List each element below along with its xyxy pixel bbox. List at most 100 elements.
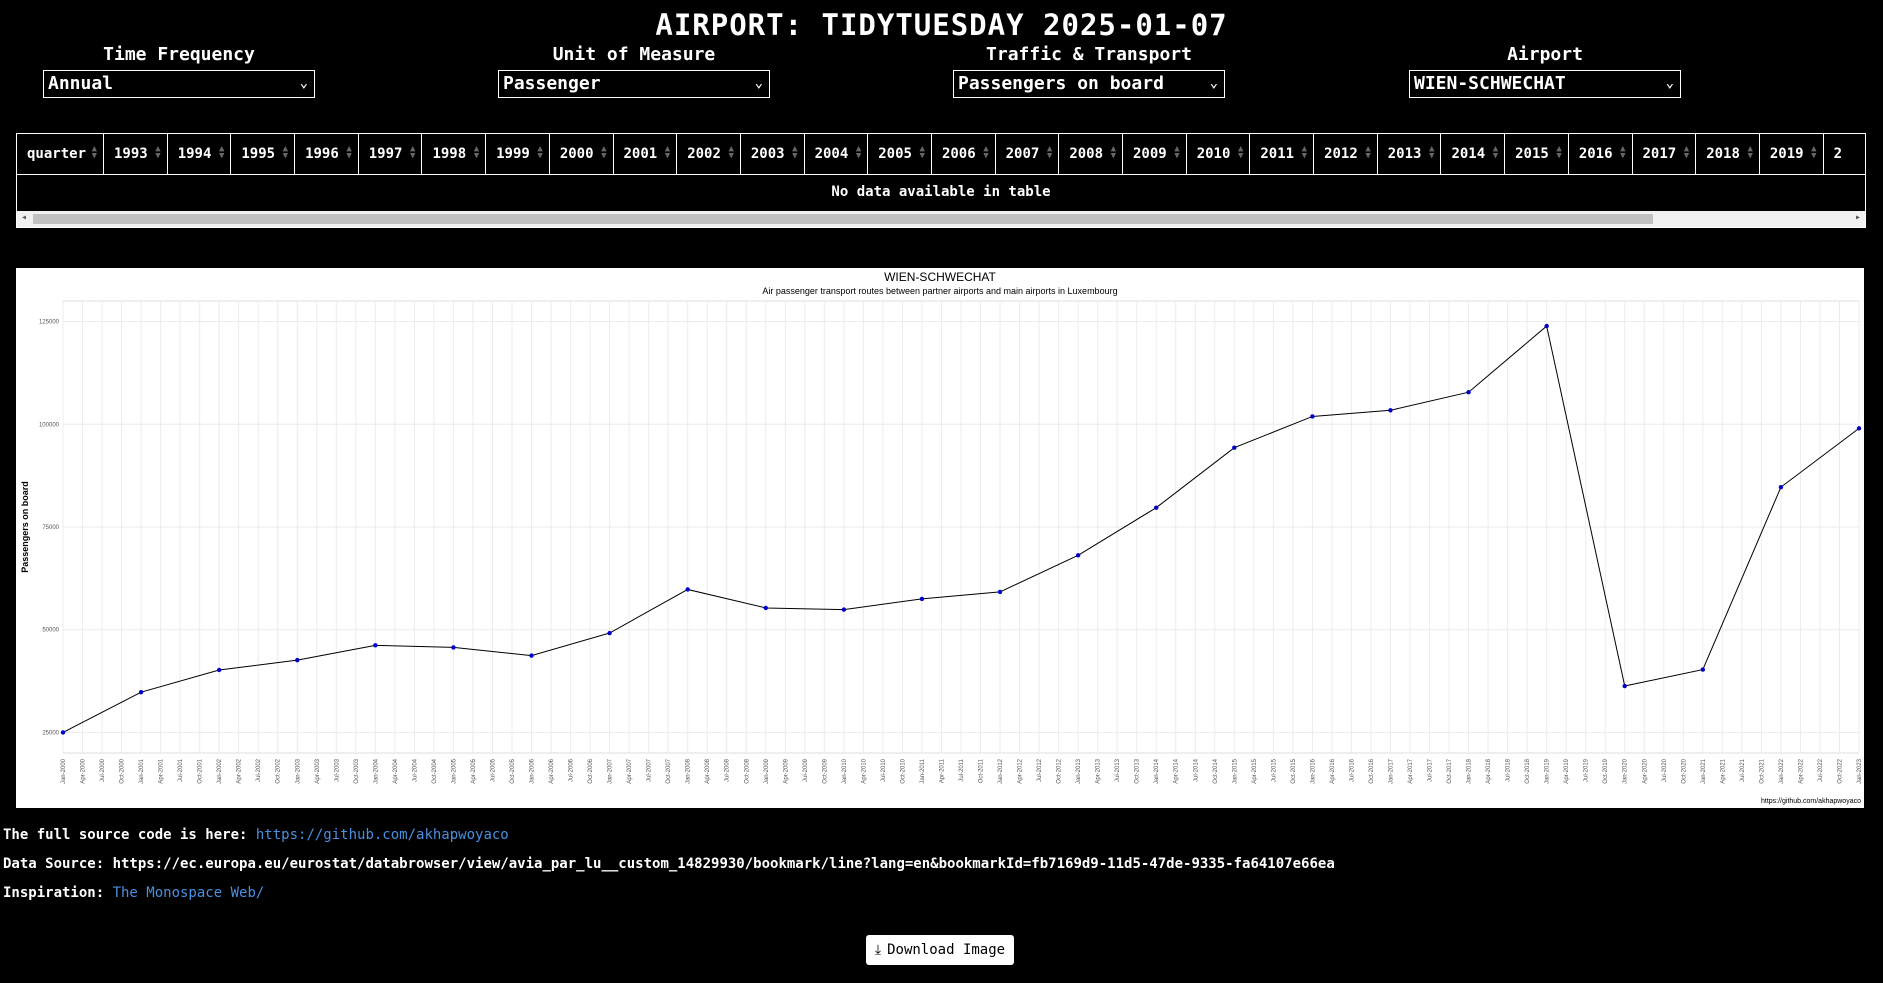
chevron-down-icon: ⌄ xyxy=(1209,75,1218,91)
sort-icon[interactable]: ▲ ▼ xyxy=(983,144,989,161)
x-tick-label: Jul-2018 xyxy=(1506,758,1512,782)
x-tick-label: Apr-2008 xyxy=(705,758,711,783)
sort-icon[interactable]: ▲ ▼ xyxy=(1301,144,1308,161)
scroll-right-arrow-icon[interactable]: ▸ xyxy=(1854,212,1861,223)
download-icon: ⤓ xyxy=(874,942,882,958)
sort-icon[interactable]: ▲ ▼ xyxy=(155,144,161,161)
x-tick-label: Jan-2016 xyxy=(1310,758,1316,784)
sort-icon[interactable]: ▲ ▼ xyxy=(1110,144,1116,161)
source-code-link[interactable]: https://github.com/akhapwoyaco xyxy=(255,827,509,843)
filter-select[interactable]: Passengers on board ⌄ xyxy=(953,70,1225,98)
column-header[interactable]: 1993 ▲ ▼ xyxy=(104,134,168,174)
x-tick-label: Jan-2021 xyxy=(1701,758,1707,784)
column-header[interactable]: 2002 ▲ ▼ xyxy=(677,134,741,174)
column-header[interactable]: 1998 ▲ ▼ xyxy=(422,134,487,174)
chevron-down-icon: ⌄ xyxy=(299,75,308,91)
x-tick-label: Apr-2000 xyxy=(81,758,87,783)
sort-icon[interactable]: ▲ ▼ xyxy=(282,144,289,161)
scroll-left-arrow-icon[interactable]: ◂ xyxy=(21,212,28,223)
data-point xyxy=(1075,553,1081,558)
filter-select[interactable]: Annual ⌄ xyxy=(43,70,315,98)
column-header[interactable]: 2005 ▲ ▼ xyxy=(868,134,932,174)
sort-icon[interactable]: ▲ ▼ xyxy=(919,144,925,161)
sort-icon[interactable]: ▲ ▼ xyxy=(1365,144,1371,161)
download-image-button[interactable]: ⤓ Download Image xyxy=(866,935,1014,965)
filter-select[interactable]: WIEN-SCHWECHAT ⌄ xyxy=(1409,70,1681,98)
x-tick-label: Jul-2014 xyxy=(1193,758,1199,782)
column-header[interactable]: 2016 ▲ ▼ xyxy=(1569,134,1633,174)
sort-icon[interactable]: ▲ ▼ xyxy=(91,144,97,161)
x-tick-label: Jul-2006 xyxy=(569,758,575,782)
sort-icon[interactable]: ▲ ▼ xyxy=(664,144,671,161)
source-code-label: The full source code is here: xyxy=(3,827,256,843)
column-header[interactable]: 2015 ▲ ▼ xyxy=(1505,134,1569,174)
column-header[interactable]: 1994 ▲ ▼ xyxy=(168,134,232,174)
sort-icon[interactable]: ▲ ▼ xyxy=(1811,144,1817,161)
sort-icon[interactable]: ▲ ▼ xyxy=(218,144,225,161)
filter-label: Airport xyxy=(1507,44,1583,65)
column-header[interactable]: quarter ▲ ▼ xyxy=(17,134,104,174)
column-header[interactable]: 1999 ▲ ▼ xyxy=(486,134,550,174)
filter-select[interactable]: Passenger ⌄ xyxy=(498,70,770,98)
column-header[interactable]: 2008 ▲ ▼ xyxy=(1059,134,1123,174)
x-tick-label: Oct-2017 xyxy=(1447,758,1453,783)
x-tick-label: Jan-2005 xyxy=(451,758,457,784)
sort-icon[interactable]: ▲ ▼ xyxy=(1683,144,1690,161)
y-tick-label: 75000 xyxy=(42,525,59,531)
sort-icon[interactable]: ▲ ▼ xyxy=(1046,144,1053,161)
sort-icon[interactable]: ▲ ▼ xyxy=(1747,144,1753,161)
x-tick-label: Oct-2011 xyxy=(979,758,985,783)
sort-icon[interactable]: ▲ ▼ xyxy=(728,144,734,161)
x-tick-label: Oct-2001 xyxy=(198,758,204,783)
y-axis-label: Passengers on board xyxy=(20,481,30,573)
column-header-label: 2 xyxy=(1833,146,1842,162)
sort-icon[interactable]: ▲ ▼ xyxy=(1237,144,1244,161)
sort-icon[interactable]: ▲ ▼ xyxy=(1556,144,1562,161)
column-header[interactable]: 2013 ▲ ▼ xyxy=(1378,134,1442,174)
column-header-label: 2014 xyxy=(1451,146,1486,162)
column-header[interactable]: 2001 ▲ ▼ xyxy=(614,134,678,174)
sort-icon[interactable]: ▲ ▼ xyxy=(1492,144,1499,161)
x-tick-label: Jan-2006 xyxy=(530,758,536,784)
column-header[interactable]: 2003 ▲ ▼ xyxy=(741,134,805,174)
column-header[interactable]: 2009 ▲ ▼ xyxy=(1123,134,1187,174)
x-tick-label: Jan-2012 xyxy=(998,758,1004,784)
column-header[interactable]: 2007 ▲ ▼ xyxy=(996,134,1060,174)
column-header[interactable]: 1995 ▲ ▼ xyxy=(231,134,296,174)
column-header[interactable]: 1997 ▲ ▼ xyxy=(359,134,423,174)
column-header[interactable]: 1996 ▲ ▼ xyxy=(295,134,359,174)
column-header[interactable]: 2014 ▲ ▼ xyxy=(1441,134,1506,174)
sort-icon[interactable]: ▲ ▼ xyxy=(346,144,352,161)
sort-icon[interactable]: ▲ ▼ xyxy=(792,144,798,161)
sort-icon[interactable]: ▲ ▼ xyxy=(855,144,862,161)
column-header[interactable]: 2000 ▲ ▼ xyxy=(550,134,614,174)
sort-icon[interactable]: ▲ ▼ xyxy=(410,144,416,161)
column-header-label: 1995 xyxy=(241,146,276,162)
column-header[interactable]: 2010 ▲ ▼ xyxy=(1187,134,1251,174)
sort-icon[interactable]: ▲ ▼ xyxy=(1620,144,1626,161)
data-point xyxy=(60,730,66,735)
data-point xyxy=(1310,414,1315,419)
sort-icon[interactable]: ▲ ▼ xyxy=(1429,144,1435,161)
column-header[interactable]: 2018 ▲ ▼ xyxy=(1696,134,1760,174)
sort-icon[interactable]: ▲ ▼ xyxy=(1174,144,1180,161)
data-point xyxy=(295,657,300,663)
horizontal-scrollbar[interactable]: ◂ ▸ xyxy=(17,211,1865,227)
inspiration-link[interactable]: The Monospace Web/ xyxy=(112,885,265,901)
column-header[interactable]: 2▲▼ xyxy=(1824,134,1865,174)
column-header[interactable]: 2017 ▲ ▼ xyxy=(1633,134,1697,174)
sort-icon[interactable]: ▲ ▼ xyxy=(473,144,480,161)
column-header[interactable]: 2004 ▲ ▼ xyxy=(805,134,869,174)
sort-icon[interactable]: ▲ ▼ xyxy=(537,144,543,161)
x-tick-label: Apr-2011 xyxy=(939,758,945,783)
data-point xyxy=(1778,484,1784,490)
source-code-line: The full source code is here: https://gi… xyxy=(3,827,509,843)
column-header[interactable]: 2012 ▲ ▼ xyxy=(1314,134,1378,174)
filter-label: Unit of Measure xyxy=(552,44,716,65)
x-tick-label: Jan-2001 xyxy=(139,758,145,784)
scrollbar-thumb[interactable] xyxy=(33,214,1653,224)
column-header[interactable]: 2006 ▲ ▼ xyxy=(932,134,996,174)
sort-icon[interactable]: ▲ ▼ xyxy=(601,144,607,161)
column-header[interactable]: 2011 ▲ ▼ xyxy=(1250,134,1315,174)
column-header[interactable]: 2019 ▲ ▼ xyxy=(1760,134,1824,174)
